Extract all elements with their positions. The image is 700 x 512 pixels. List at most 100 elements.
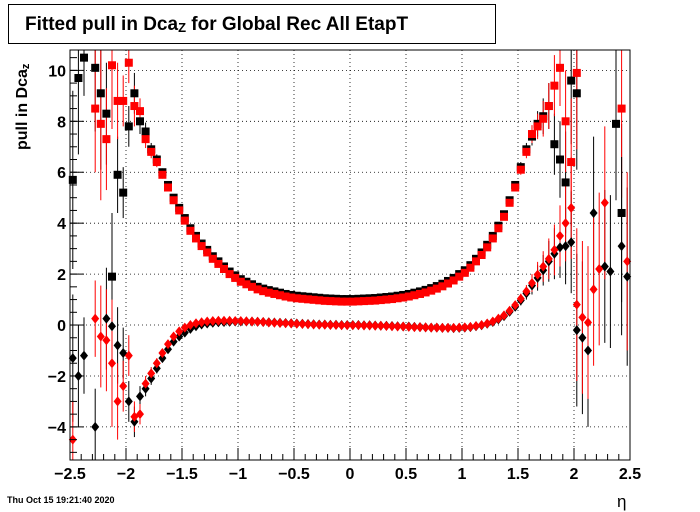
square-marker [388,295,396,304]
square-marker [203,248,212,257]
diamond-marker [460,322,469,333]
diamond-marker [606,266,615,277]
square-marker [444,279,452,288]
diamond-marker [343,320,352,331]
diamond-marker [158,353,167,364]
diamond-marker [455,322,464,333]
diamond-marker [544,253,553,264]
diamond-marker [348,320,357,331]
y-tick-label: 0 [57,318,66,335]
x-tick-label: 2.5 [619,466,641,483]
x-tick-label: 1 [458,466,467,483]
y-tick-label: 6 [57,165,66,182]
square-marker [108,61,116,70]
square-marker [119,188,128,197]
diamond-marker [477,320,486,331]
diamond-marker [533,269,542,280]
square-marker [158,170,167,179]
x-tick-label: 1.5 [507,466,529,483]
square-marker [231,273,240,282]
diamond-marker [169,331,178,342]
square-marker [550,140,559,149]
y-tick-label: 2 [57,267,66,284]
square-marker [96,89,105,98]
diamond-marker [298,319,307,330]
square-marker [449,276,458,285]
square-marker [371,296,380,305]
square-marker [304,295,312,304]
tick-labels: −2.5 −2 −1.5 −1 −0.5 0 0.5 1 1.5 2 2.5 −4 −2 0 2 4 6 8 10 [48,63,641,483]
square-marker [91,104,100,113]
data-points [68,53,632,445]
x-tick-label: 2 [570,466,579,483]
diamond-marker [567,237,576,248]
square-marker [528,130,536,139]
square-marker [612,119,620,128]
diamond-marker [393,321,402,332]
diamond-marker [528,278,536,289]
diamond-marker [287,318,296,329]
diamond-marker [264,317,273,328]
diamond-marker [248,316,256,327]
square-marker [298,294,307,303]
square-marker [102,135,111,144]
square-marker [259,287,268,296]
diamond-marker [494,313,503,324]
square-marker [320,296,329,305]
y-tick-label: 10 [48,63,66,80]
diamond-marker [516,293,525,304]
x-tick-label: 0.5 [395,466,417,483]
square-marker [343,297,352,306]
diamond-marker [141,378,150,389]
square-marker [438,282,447,291]
diamond-marker [152,358,161,369]
diamond-marker [197,317,206,328]
square-marker [108,272,116,281]
square-marker [556,63,564,72]
diamond-marker [108,321,116,332]
y-tick-label: 4 [57,216,66,233]
diamond-marker [315,319,324,330]
diamond-marker [242,316,251,327]
diamond-marker [304,319,312,330]
diamond-marker [236,315,245,326]
diamond-marker [595,264,604,275]
diamond-marker [623,256,632,267]
square-marker [74,74,83,83]
square-marker [516,165,525,174]
square-marker [292,294,301,303]
square-marker [192,234,200,243]
square-marker [80,53,88,62]
diamond-marker [332,320,340,331]
square-marker [315,296,324,305]
square-marker [511,183,520,192]
diamond-marker [617,241,626,252]
diamond-marker [567,202,576,213]
diamond-marker [365,320,374,331]
diamond-marker [589,207,598,218]
diamond-marker [584,317,592,328]
diamond-marker [180,327,189,338]
diamond-marker [192,318,200,329]
x-axis-label: η [617,492,627,511]
diamond-marker [203,316,212,327]
square-marker [113,96,122,105]
diamond-marker [147,368,156,379]
axis-ticks [69,57,631,460]
square-marker [561,178,570,187]
square-marker [220,265,228,274]
diamond-marker [124,396,133,407]
square-marker [130,89,139,98]
square-marker [175,206,184,215]
square-marker [376,296,385,305]
diamond-marker [91,313,100,324]
diamond-marker [376,320,385,331]
square-marker [421,288,430,297]
square-marker [539,114,548,123]
diamond-marker [108,358,116,369]
square-marker [567,76,576,85]
square-marker [102,109,111,118]
diamond-marker [113,340,122,351]
square-marker [572,89,581,98]
square-marker [488,234,497,243]
